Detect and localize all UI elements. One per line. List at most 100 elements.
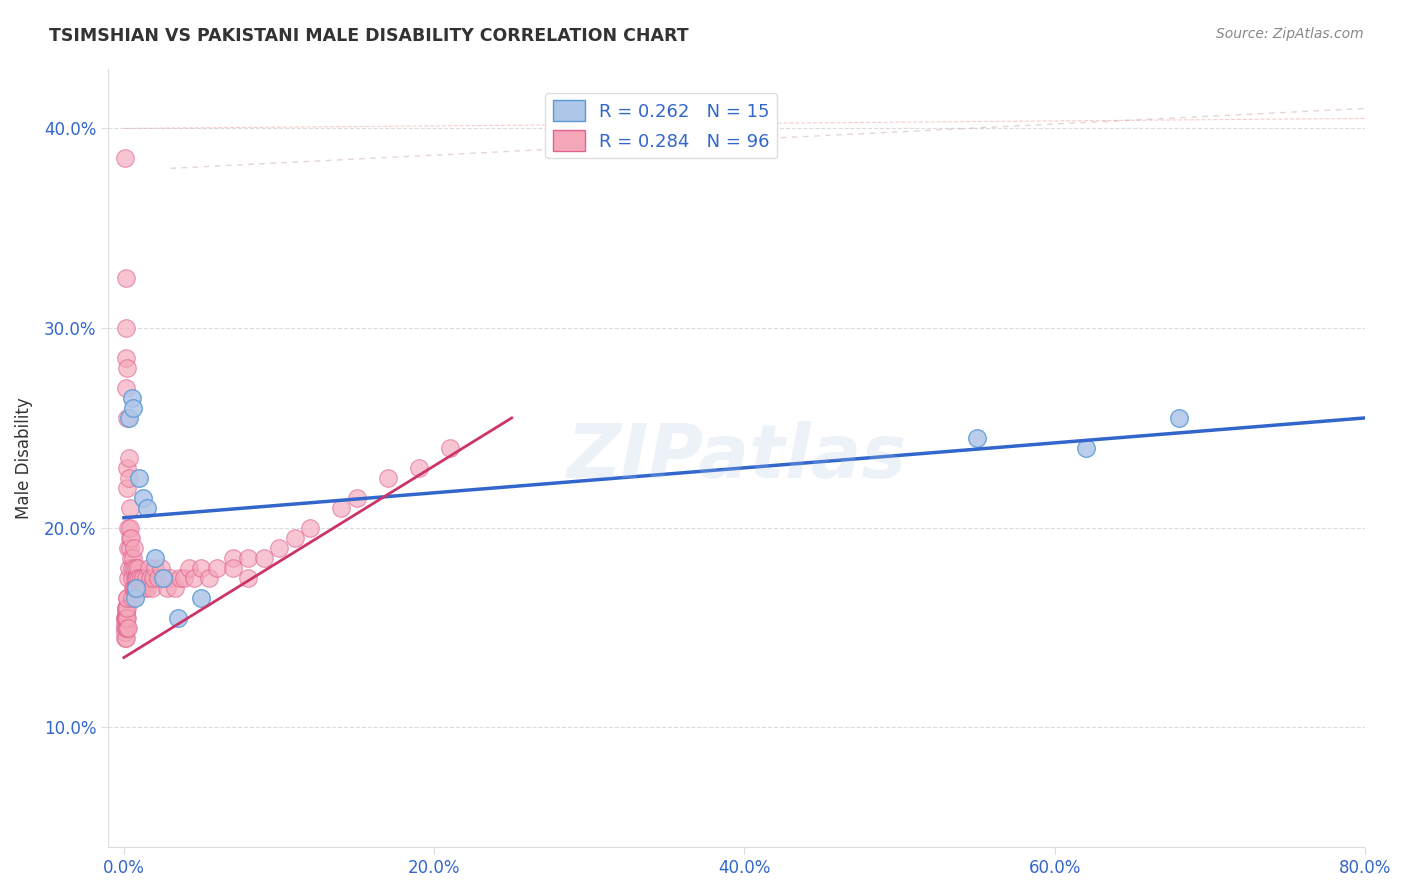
Point <box>114 631 136 645</box>
Point <box>252 550 274 565</box>
Point <box>236 550 259 565</box>
Point <box>114 610 136 624</box>
Point <box>121 391 143 405</box>
Point <box>117 460 139 475</box>
Point <box>114 271 136 285</box>
Point <box>198 571 221 585</box>
Point <box>120 541 142 555</box>
Point <box>125 581 148 595</box>
Point <box>114 152 136 166</box>
Point <box>122 581 145 595</box>
Point <box>159 571 181 585</box>
Point <box>114 624 136 639</box>
Point <box>128 581 150 595</box>
Point <box>190 560 212 574</box>
Point <box>115 610 138 624</box>
Point <box>143 550 166 565</box>
Point <box>439 441 461 455</box>
Point <box>221 550 243 565</box>
Point <box>117 571 139 585</box>
Point <box>146 571 169 585</box>
Point <box>143 560 166 574</box>
Point <box>408 460 430 475</box>
Point <box>131 571 153 585</box>
Point <box>115 591 138 605</box>
Point <box>122 401 145 415</box>
Point <box>177 560 200 574</box>
Point <box>377 471 399 485</box>
Point <box>132 581 155 595</box>
Point <box>131 491 153 505</box>
Point <box>115 621 138 635</box>
Point <box>115 600 138 615</box>
Point <box>122 550 145 565</box>
Point <box>283 531 305 545</box>
Point <box>167 610 190 624</box>
Point <box>118 500 141 515</box>
Point <box>115 381 138 395</box>
Point <box>124 581 146 595</box>
Point <box>115 351 138 365</box>
Point <box>165 581 187 595</box>
Point <box>346 491 368 505</box>
Point <box>205 560 228 574</box>
Text: Source: ZipAtlas.com: Source: ZipAtlas.com <box>1216 27 1364 41</box>
Point <box>117 621 139 635</box>
Point <box>128 571 150 585</box>
Point <box>127 571 149 585</box>
Point <box>117 481 139 495</box>
Point <box>120 521 142 535</box>
Point <box>115 600 138 615</box>
Point <box>330 500 353 515</box>
Point <box>124 560 146 574</box>
Point <box>117 541 139 555</box>
Point <box>122 541 145 555</box>
Point <box>236 571 259 585</box>
Point <box>118 450 141 465</box>
Text: TSIMSHIAN VS PAKISTANI MALE DISABILITY CORRELATION CHART: TSIMSHIAN VS PAKISTANI MALE DISABILITY C… <box>49 27 689 45</box>
Point <box>118 531 141 545</box>
Point <box>117 471 139 485</box>
Point <box>128 471 150 485</box>
Point <box>124 571 146 585</box>
Point <box>121 560 143 574</box>
Point <box>136 581 159 595</box>
Point <box>124 591 146 605</box>
Point <box>114 631 136 645</box>
Y-axis label: Male Disability: Male Disability <box>15 397 32 519</box>
Point <box>131 581 153 595</box>
Point <box>183 571 205 585</box>
Point <box>152 571 174 585</box>
Point <box>120 531 142 545</box>
Point <box>125 571 148 585</box>
Point <box>118 560 141 574</box>
Point <box>124 560 146 574</box>
Point <box>1167 411 1189 425</box>
Point <box>114 616 136 631</box>
Point <box>299 521 322 535</box>
Point <box>142 571 165 585</box>
Point <box>1074 441 1097 455</box>
Point <box>150 560 173 574</box>
Text: ZIPatlas: ZIPatlas <box>567 421 907 494</box>
Point <box>125 581 148 595</box>
Point <box>122 581 145 595</box>
Point <box>127 560 149 574</box>
Point <box>114 600 136 615</box>
Point <box>141 581 163 595</box>
Point <box>115 321 138 335</box>
Point <box>129 571 152 585</box>
Point <box>153 571 176 585</box>
Point <box>115 411 138 425</box>
Point <box>129 581 152 595</box>
Point <box>139 571 162 585</box>
Point <box>115 361 138 376</box>
Point <box>121 571 143 585</box>
Point <box>120 550 142 565</box>
Point <box>156 581 179 595</box>
Point <box>115 610 138 624</box>
Point <box>114 610 136 624</box>
Point <box>135 571 157 585</box>
Point <box>136 500 159 515</box>
Point <box>115 610 138 624</box>
